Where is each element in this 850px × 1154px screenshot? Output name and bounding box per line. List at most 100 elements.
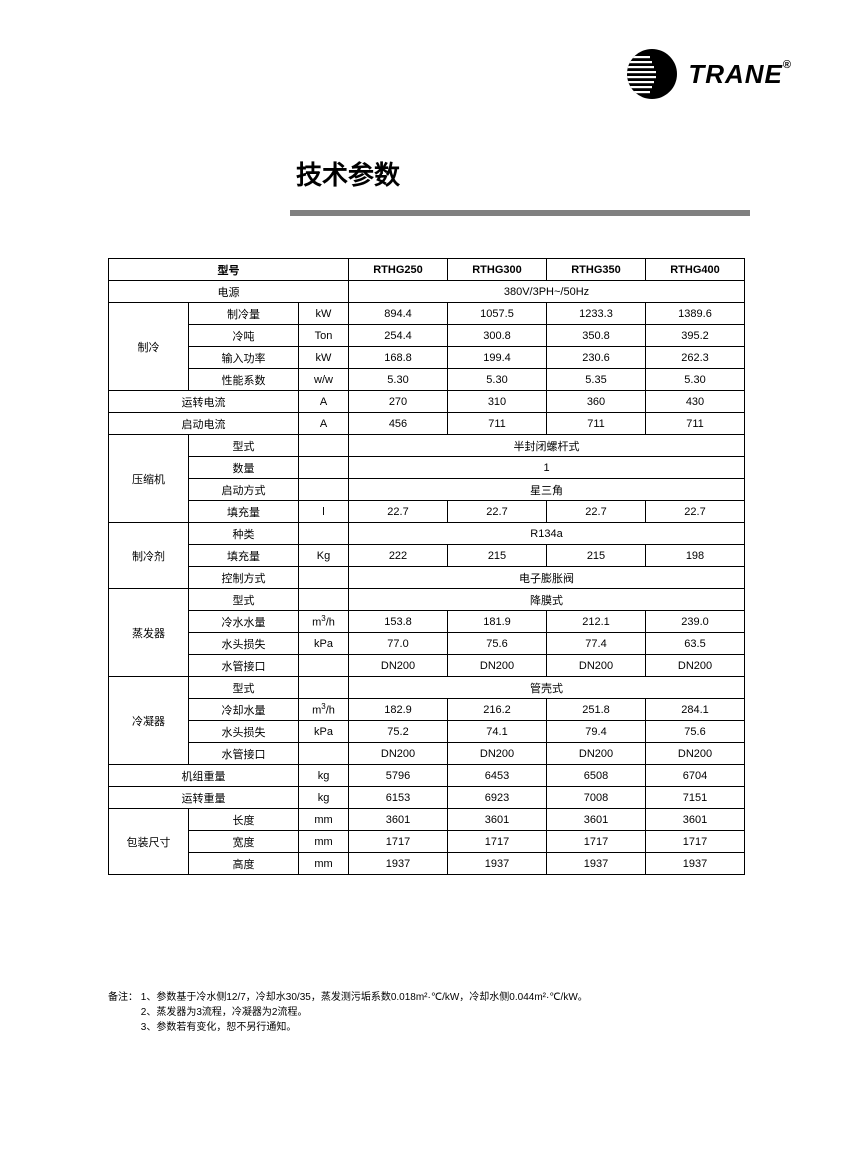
row-unit: m3/h [299, 699, 349, 721]
cell: 3601 [646, 809, 745, 831]
row-label: 高度 [189, 853, 299, 875]
row-span-value: 降膜式 [349, 589, 745, 611]
cell: 22.7 [448, 501, 547, 523]
table-row: 填充量 Kg 222 215 215 198 [109, 545, 745, 567]
footnotes: 备注： 1、参数基于冷水侧12/7，冷却水30/35，蒸发测污垢系数0.018m… [108, 990, 744, 1035]
cell: 1937 [646, 853, 745, 875]
cell: 22.7 [547, 501, 646, 523]
note-line: 1、参数基于冷水侧12/7，冷却水30/35，蒸发测污垢系数0.018m²·℃/… [141, 992, 588, 1003]
notes-body: 1、参数基于冷水侧12/7，冷却水30/35，蒸发测污垢系数0.018m²·℃/… [141, 990, 588, 1035]
row-label: 启动电流 [109, 413, 299, 435]
row-label: 长度 [189, 809, 299, 831]
cell: 168.8 [349, 347, 448, 369]
cell: 75.6 [448, 633, 547, 655]
cell: DN200 [547, 743, 646, 765]
row-unit: kPa [299, 721, 349, 743]
brand-name: TRANE® [688, 59, 792, 90]
row-unit: w/w [299, 369, 349, 391]
spec-table-wrap: 型号 RTHG250 RTHG300 RTHG350 RTHG400 电源 38… [108, 258, 744, 875]
cell: 1389.6 [646, 303, 745, 325]
row-unit [299, 523, 349, 545]
table-row: 冷凝器 型式 管壳式 [109, 677, 745, 699]
group-label: 制冷剂 [109, 523, 189, 589]
cell: 6508 [547, 765, 646, 787]
row-span-value: 380V/3PH~/50Hz [349, 281, 745, 303]
group-label: 冷凝器 [109, 677, 189, 765]
cell: 251.8 [547, 699, 646, 721]
cell: DN200 [646, 743, 745, 765]
cell: DN200 [448, 743, 547, 765]
cell: 215 [448, 545, 547, 567]
cell: 3601 [547, 809, 646, 831]
row-label: 冷却水量 [189, 699, 299, 721]
row-unit [299, 457, 349, 479]
cell: 1717 [349, 831, 448, 853]
row-label: 控制方式 [189, 567, 299, 589]
row-unit: kW [299, 303, 349, 325]
group-label: 包装尺寸 [109, 809, 189, 875]
cell: 350.8 [547, 325, 646, 347]
header-model: RTHG250 [349, 259, 448, 281]
note-line: 2、蒸发器为3流程，冷凝器为2流程。 [141, 1007, 308, 1018]
row-unit: A [299, 413, 349, 435]
table-row: 水管接口 DN200 DN200 DN200 DN200 [109, 655, 745, 677]
table-row: 电源 380V/3PH~/50Hz [109, 281, 745, 303]
row-label: 水头损失 [189, 721, 299, 743]
cell: 310 [448, 391, 547, 413]
cell: 75.2 [349, 721, 448, 743]
cell: DN200 [547, 655, 646, 677]
row-label: 型式 [189, 589, 299, 611]
cell: 7151 [646, 787, 745, 809]
note-line: 3、参数若有变化，恕不另行通知。 [141, 1022, 297, 1033]
row-unit: kg [299, 765, 349, 787]
cell: 153.8 [349, 611, 448, 633]
title-underline [290, 210, 750, 216]
table-row: 运转电流 A 270 310 360 430 [109, 391, 745, 413]
table-row: 性能系数 w/w 5.30 5.30 5.35 5.30 [109, 369, 745, 391]
table-row: 压缩机 型式 半封闭螺杆式 [109, 435, 745, 457]
cell: 1937 [547, 853, 646, 875]
cell: DN200 [349, 743, 448, 765]
cell: 5.35 [547, 369, 646, 391]
cell: 430 [646, 391, 745, 413]
cell: 5.30 [646, 369, 745, 391]
row-label: 型式 [189, 435, 299, 457]
header-model: RTHG300 [448, 259, 547, 281]
cell: 212.1 [547, 611, 646, 633]
cell: 239.0 [646, 611, 745, 633]
brand-logo: TRANE® [626, 48, 792, 100]
table-row: 数量 1 [109, 457, 745, 479]
table-row: 水头损失 kPa 77.0 75.6 77.4 63.5 [109, 633, 745, 655]
cell: 22.7 [349, 501, 448, 523]
cell: 215 [547, 545, 646, 567]
cell: 181.9 [448, 611, 547, 633]
cell: 230.6 [547, 347, 646, 369]
cell: 222 [349, 545, 448, 567]
row-unit [299, 435, 349, 457]
title-block: 技术参数 [290, 155, 750, 216]
cell: 270 [349, 391, 448, 413]
row-unit: l [299, 501, 349, 523]
group-label: 压缩机 [109, 435, 189, 523]
row-unit [299, 567, 349, 589]
cell: 79.4 [547, 721, 646, 743]
header-model: RTHG350 [547, 259, 646, 281]
table-row: 控制方式 电子膨胀阀 [109, 567, 745, 589]
table-row: 冷吨 Ton 254.4 300.8 350.8 395.2 [109, 325, 745, 347]
table-row: 宽度 mm 1717 1717 1717 1717 [109, 831, 745, 853]
row-label: 启动方式 [189, 479, 299, 501]
row-unit: A [299, 391, 349, 413]
cell: 216.2 [448, 699, 547, 721]
row-label: 水管接口 [189, 655, 299, 677]
row-label: 运转电流 [109, 391, 299, 413]
row-label: 水管接口 [189, 743, 299, 765]
row-label: 机组重量 [109, 765, 299, 787]
cell: 1057.5 [448, 303, 547, 325]
table-row: 启动方式 星三角 [109, 479, 745, 501]
table-row: 运转重量 kg 6153 6923 7008 7151 [109, 787, 745, 809]
cell: 6704 [646, 765, 745, 787]
cell: 711 [448, 413, 547, 435]
table-row: 填充量 l 22.7 22.7 22.7 22.7 [109, 501, 745, 523]
table-row: 水头损失 kPa 75.2 74.1 79.4 75.6 [109, 721, 745, 743]
row-unit: Ton [299, 325, 349, 347]
